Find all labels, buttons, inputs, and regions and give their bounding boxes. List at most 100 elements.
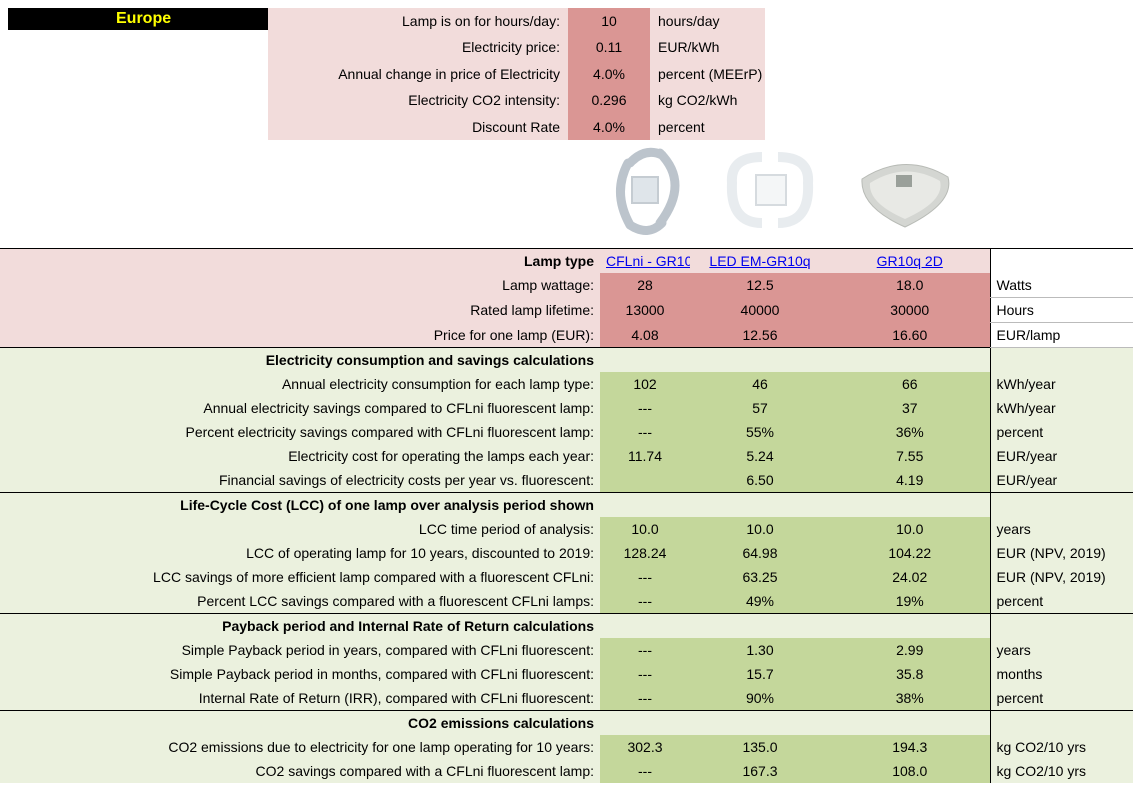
value-cell: 57: [690, 396, 830, 420]
unit-cell: kWh/year: [990, 372, 1133, 396]
unit-cell: years: [990, 638, 1133, 662]
empty-cell: [830, 493, 990, 518]
row-label: Financial savings of electricity costs p…: [0, 468, 600, 493]
value-cell: 4.19: [830, 468, 990, 493]
value-cell: ---: [600, 759, 690, 783]
value-cell: 63.25: [690, 565, 830, 589]
value-cell: 28: [600, 273, 690, 298]
row-label: Internal Rate of Return (IRR), compared …: [0, 686, 600, 711]
lamp-link[interactable]: CFLni - GR10q: [606, 253, 690, 269]
empty-cell: [690, 711, 830, 736]
value-cell: 12.56: [690, 323, 830, 348]
table-row: Financial savings of electricity costs p…: [0, 468, 1133, 493]
value-cell: 46: [690, 372, 830, 396]
value-cell: 2.99: [830, 638, 990, 662]
value-cell: 10.0: [690, 517, 830, 541]
input-unit: percent: [650, 114, 765, 140]
row-label: LCC time period of analysis:: [0, 517, 600, 541]
row-label: Price for one lamp (EUR):: [0, 323, 600, 348]
input-label: Discount Rate: [268, 114, 568, 140]
value-cell: 18.0: [830, 273, 990, 298]
input-value: 0.11: [568, 34, 650, 60]
unit-cell: kg CO2/10 yrs: [990, 735, 1133, 759]
unit-cell: years: [990, 517, 1133, 541]
page: Europe Lamp is on for hours/day:10hours/…: [0, 0, 1133, 803]
unit-cell: EUR (NPV, 2019): [990, 565, 1133, 589]
row-label: Annual electricity savings compared to C…: [0, 396, 600, 420]
unit-cell: [990, 249, 1133, 274]
input-label: Annual change in price of Electricity: [268, 61, 568, 87]
value-cell: ---: [600, 662, 690, 686]
input-label: Electricity price:: [268, 34, 568, 60]
value-cell: 10.0: [830, 517, 990, 541]
empty-cell: [600, 493, 690, 518]
empty-cell: [690, 493, 830, 518]
row-label: Simple Payback period in years, compared…: [0, 638, 600, 662]
table-row: Percent electricity savings compared wit…: [0, 420, 1133, 444]
value-cell: 37: [830, 396, 990, 420]
lamp-cell: GR10q 2D: [830, 249, 990, 274]
unit-cell: EUR (NPV, 2019): [990, 541, 1133, 565]
value-cell: 19%: [830, 589, 990, 614]
value-cell: 102: [600, 372, 690, 396]
row-label: LCC of operating lamp for 10 years, disc…: [0, 541, 600, 565]
empty-cell: [690, 348, 830, 373]
empty-cell: [600, 711, 690, 736]
table-row: LCC savings of more efficient lamp compa…: [0, 565, 1133, 589]
value-cell: [600, 468, 690, 493]
value-cell: ---: [600, 420, 690, 444]
row-label: Rated lamp lifetime:: [0, 298, 600, 323]
section-title: Life-Cycle Cost (LCC) of one lamp over a…: [0, 493, 600, 518]
unit-cell: months: [990, 662, 1133, 686]
table-row: Internal Rate of Return (IRR), compared …: [0, 686, 1133, 711]
lamp-cell: CFLni - GR10q: [600, 249, 690, 274]
row-label: Percent electricity savings compared wit…: [0, 420, 600, 444]
unit-cell: [990, 614, 1133, 639]
value-cell: 16.60: [830, 323, 990, 348]
unit-cell: [990, 348, 1133, 373]
value-cell: ---: [600, 396, 690, 420]
table-row: Annual electricity savings compared to C…: [0, 396, 1133, 420]
value-cell: 128.24: [600, 541, 690, 565]
input-label: Lamp is on for hours/day:: [268, 8, 568, 34]
unit-cell: kWh/year: [990, 396, 1133, 420]
lamp-image-gr10q-2d: [862, 164, 949, 227]
row-label: CO2 emissions due to electricity for one…: [0, 735, 600, 759]
table-row: Simple Payback period in years, compared…: [0, 638, 1133, 662]
lamp-cell: LED EM-GR10q: [690, 249, 830, 274]
value-cell: 36%: [830, 420, 990, 444]
lamp-link[interactable]: LED EM-GR10q: [709, 253, 810, 269]
value-cell: 38%: [830, 686, 990, 711]
unit-cell: percent: [990, 686, 1133, 711]
table-row: Electricity cost for operating the lamps…: [0, 444, 1133, 468]
unit-cell: kg CO2/10 yrs: [990, 759, 1133, 783]
unit-cell: [990, 711, 1133, 736]
value-cell: 12.5: [690, 273, 830, 298]
value-cell: 167.3: [690, 759, 830, 783]
value-cell: 302.3: [600, 735, 690, 759]
value-cell: 15.7: [690, 662, 830, 686]
row-label: Lamp wattage:: [0, 273, 600, 298]
lamp-link[interactable]: GR10q 2D: [877, 253, 943, 269]
value-cell: ---: [600, 638, 690, 662]
value-cell: 90%: [690, 686, 830, 711]
row-label: Annual electricity consumption for each …: [0, 372, 600, 396]
lamp-images: [0, 143, 1133, 238]
value-cell: 4.08: [600, 323, 690, 348]
input-value: 10: [568, 8, 650, 34]
value-cell: 104.22: [830, 541, 990, 565]
value-cell: 13000: [600, 298, 690, 323]
table-row: Annual electricity consumption for each …: [0, 372, 1133, 396]
table-row: Life-Cycle Cost (LCC) of one lamp over a…: [0, 493, 1133, 518]
value-cell: 194.3: [830, 735, 990, 759]
value-cell: 7.55: [830, 444, 990, 468]
table-row: Percent LCC savings compared with a fluo…: [0, 589, 1133, 614]
value-cell: 35.8: [830, 662, 990, 686]
input-value: 0.296: [568, 87, 650, 113]
value-cell: ---: [600, 589, 690, 614]
input-unit: hours/day: [650, 8, 765, 34]
lamp-image-led-em: [732, 157, 808, 223]
